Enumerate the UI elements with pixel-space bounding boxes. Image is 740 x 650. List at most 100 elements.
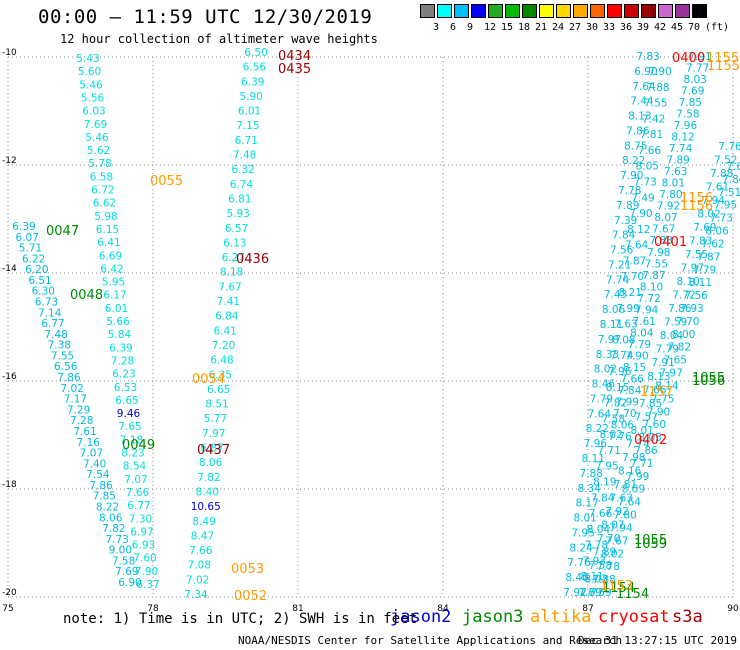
wave-height-value: 6.35 — [209, 369, 232, 381]
wave-height-value: 7.43 — [604, 289, 627, 301]
pass-time-label: 0434 — [278, 49, 311, 64]
wave-height-value: 6.39 — [241, 76, 264, 88]
wave-height-value: 7.77 — [686, 63, 709, 75]
wave-height-value: 7.90 — [629, 208, 652, 220]
wave-height-value: 6.84 — [215, 311, 239, 323]
wave-height-value: 7.55 — [51, 350, 74, 362]
pass-time-label: 0053 — [231, 562, 264, 577]
wave-height-value: 6.01 — [105, 303, 128, 315]
wave-height-value: 8.01 — [573, 513, 596, 525]
pass-time-label: 0401 — [654, 235, 687, 250]
wave-height-value: 8.05 — [636, 161, 659, 173]
wave-height-value: 7.76 — [608, 431, 632, 443]
wave-height-value: 6.17 — [103, 290, 126, 302]
wave-height-value: 7.81 — [614, 479, 637, 491]
wave-height-value: 6.15 — [96, 224, 119, 236]
wave-height-value: 7.92 — [563, 587, 586, 599]
legend-swatch — [658, 4, 673, 18]
wave-height-value: 7.66 — [589, 508, 613, 520]
wave-height-value: 7.98 — [647, 247, 670, 259]
wave-height-value: 8.33 — [596, 349, 619, 361]
y-tick-label: -20 — [2, 588, 17, 598]
legend-label: 30 — [586, 22, 599, 33]
wave-height-value: 8.08 — [612, 334, 635, 346]
satellite-name: jason3 — [462, 607, 524, 627]
wave-height-value: 7.66 — [620, 373, 644, 385]
pass-time-label: 1156 — [680, 199, 713, 214]
wave-height-value: 7.28 — [111, 355, 134, 367]
wave-height-value: 8.06 — [705, 226, 729, 238]
wave-height-value: 6.62 — [93, 198, 116, 210]
wave-height-value: 7.07 — [124, 474, 147, 486]
pass-time-label: 1055 — [634, 533, 667, 548]
wave-height-value: 7.78 — [585, 540, 608, 552]
wave-height-value: 7.74 — [626, 438, 650, 450]
wave-height-value: 7.57 — [635, 411, 658, 423]
wave-height-value: 5.71 — [19, 243, 42, 255]
wave-height-value: 7.63 — [614, 319, 637, 331]
wave-height-value: 7.95 — [571, 527, 594, 539]
wave-height-value: 7.79 — [590, 393, 613, 405]
legend-label: 70 — [688, 22, 701, 33]
wave-height-value: 7.93 — [680, 303, 703, 315]
wave-height-value: 7.88 — [710, 168, 733, 180]
wave-height-value: 7.51 — [718, 187, 740, 199]
wave-height-value: 7.78 — [618, 185, 641, 197]
wave-height-value: 8.15 — [606, 382, 629, 394]
wave-height-value: 8.10 — [676, 276, 699, 288]
y-tick-label: -16 — [2, 372, 17, 382]
legend-swatch — [488, 4, 503, 18]
wave-height-value: 8.02 — [601, 548, 624, 560]
wave-height-value: 7.84 — [591, 492, 615, 504]
wave-height-value: 7.67 — [652, 224, 675, 236]
legend-swatch — [454, 4, 469, 18]
wave-height-value: 7.60 — [643, 419, 666, 431]
wave-height-value: 7.85 — [639, 398, 662, 410]
wave-height-value: 9.00 — [109, 545, 132, 557]
wave-height-value: 6.22 — [22, 253, 45, 265]
legend-swatch — [590, 4, 605, 18]
wave-height-value: 7.99 — [616, 396, 639, 408]
wave-height-value: 7.20 — [212, 340, 235, 352]
wave-height-value: 8.14 — [655, 380, 679, 392]
wave-height-value: 7.90 — [647, 406, 670, 418]
wave-height-value: 8.06 — [99, 512, 123, 524]
wave-height-value: 8.05 — [638, 432, 661, 444]
wave-height-value: 7.89 — [593, 546, 616, 558]
wave-height-value: 7.88 — [592, 574, 615, 586]
wave-height-value: 7.30 — [129, 513, 152, 525]
satellite-name: s3a — [672, 607, 703, 627]
wave-height-value: 7.40 — [83, 458, 106, 470]
wave-height-value: 6.65 — [115, 395, 138, 407]
wave-height-value: 7.73 — [710, 213, 733, 225]
pass-time-label: 0055 — [150, 174, 183, 189]
wave-height-value: 7.99 — [626, 471, 649, 483]
legend-swatch — [522, 4, 537, 18]
wave-height-value: 6.81 — [228, 193, 251, 205]
wave-height-value: 7.56 — [684, 290, 708, 302]
wave-height-value: 8.01 — [662, 178, 685, 190]
x-tick-label: 87 — [582, 604, 593, 614]
wave-height-value: 7.02 — [186, 574, 209, 586]
wave-height-value: 7.95 — [595, 461, 618, 473]
legend-label: 39 — [637, 22, 650, 33]
wave-height-value: 7.97 — [681, 263, 704, 275]
wave-height-value: 6.77 — [127, 500, 150, 512]
wave-height-value: 8.06 — [199, 457, 223, 469]
wave-height-value: 7.48 — [44, 329, 67, 341]
wave-height-value: 7.94 — [702, 195, 726, 207]
wave-height-value: 7.91 — [688, 51, 711, 63]
wave-height-value: 7.63 — [664, 166, 687, 178]
pass-time-label: 1155 — [707, 59, 740, 74]
pass-time-label: 1154 — [602, 581, 635, 596]
grid-lines: 75 78 81 84 87 90 -10 -12 -14 -16 -18 -20 — [2, 48, 739, 614]
wave-height-value: 8.22 — [586, 423, 609, 435]
wave-height-value: 7.82 — [102, 523, 125, 535]
wave-height-value: 7.65 — [664, 355, 687, 367]
satellite-name: jason2 — [390, 607, 452, 627]
wave-height-value: 8.15 — [623, 362, 646, 374]
wave-height-value: 7.84 — [612, 230, 636, 242]
pass-time-label: 1155 — [706, 51, 739, 66]
wave-height-value: 8.03 — [683, 74, 706, 86]
wave-height-value: 7.64 — [632, 81, 656, 93]
